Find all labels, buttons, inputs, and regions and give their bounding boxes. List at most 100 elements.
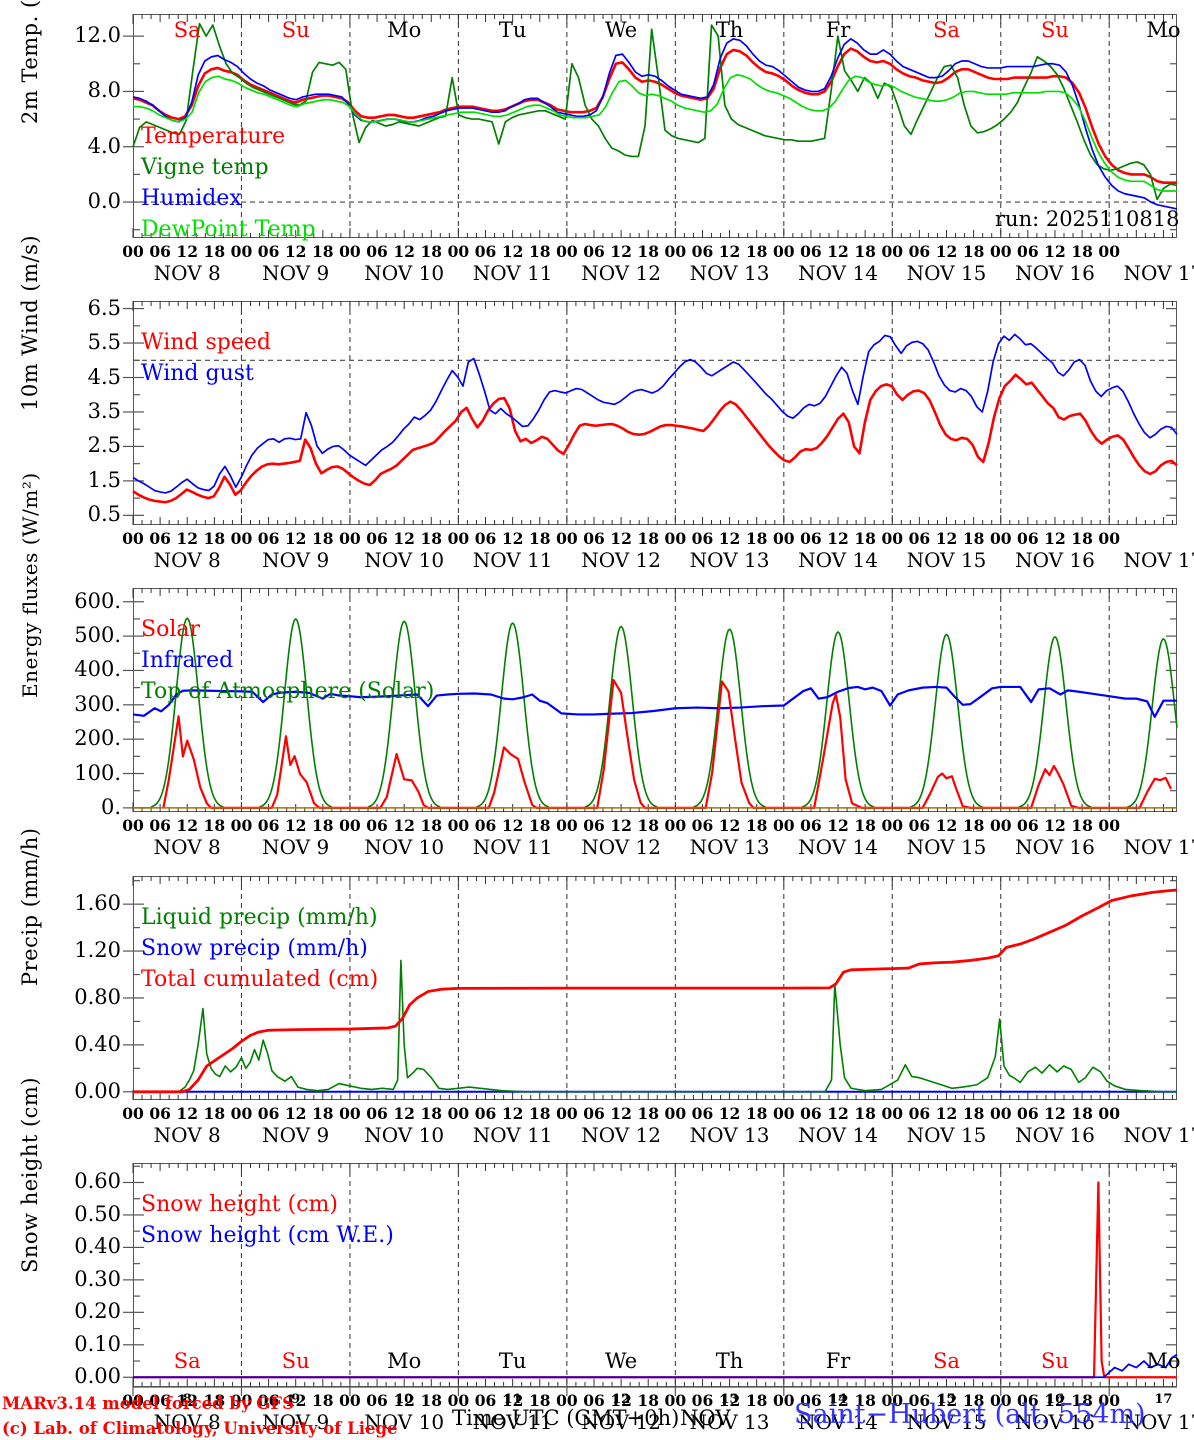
x-hour-label: 00 [1098, 1104, 1120, 1123]
legend-item-precip-1: Snow precip (mm/h) [141, 936, 368, 961]
x-hour-label: 12 [1044, 816, 1066, 835]
y-tick-label-snow_height: 0.30 [74, 1266, 121, 1291]
x-hour-label: 06 [257, 529, 280, 548]
x-hour-label: 18 [962, 529, 985, 548]
day-of-week-label: Sa [933, 1349, 960, 1373]
x-hour-label: 18 [637, 242, 659, 261]
x-hour-label: 18 [745, 1104, 768, 1123]
x-hour-label: 12 [393, 1391, 415, 1410]
x-hour-label: 06 [149, 1391, 171, 1410]
x-hour-label: 12 [935, 816, 958, 835]
x-day-number: 17 [1154, 1392, 1173, 1407]
y-tick-label-temperature: 0.0 [87, 189, 121, 214]
x-hour-label: 12 [501, 1391, 524, 1410]
x-day-label: NOV 11 [472, 548, 553, 572]
x-hour-label: 18 [528, 1391, 551, 1410]
x-hour-label: 00 [122, 816, 144, 835]
x-hour-label: 06 [366, 816, 388, 835]
day-of-week-label: Tu [498, 18, 527, 42]
x-hour-label: 12 [718, 816, 741, 835]
x-hour-label: 12 [393, 816, 415, 835]
x-day-label: NOV 13 [689, 261, 770, 285]
y-tick-label-energy_fluxes: 400. [74, 657, 121, 682]
x-hour-label: 18 [1071, 1391, 1093, 1410]
x-day-label: NOV 15 [906, 548, 987, 572]
y-tick-label-energy_fluxes: 200. [74, 726, 121, 751]
x-day-label: NOV 8 [153, 261, 221, 285]
x-hour-label: 06 [583, 1104, 605, 1123]
x-hour-label: 00 [773, 816, 795, 835]
x-hour-label: 00 [664, 1391, 687, 1410]
x-hour-label: 12 [827, 1391, 849, 1410]
x-day-number: 16 [1045, 1392, 1065, 1407]
x-hour-label: 00 [122, 1391, 144, 1410]
y-tick-label-snow_height: 0.20 [74, 1299, 121, 1324]
x-hour-label: 12 [827, 816, 849, 835]
y-tick-label-wind: 4.5 [87, 364, 121, 389]
x-day-label: NOV 15 [906, 261, 987, 285]
x-hour-label: 00 [447, 816, 470, 835]
x-hour-label: 12 [827, 529, 849, 548]
y-tick-label-snow_height: 0.50 [74, 1201, 121, 1226]
y-tick-label-snow_height: 0.10 [74, 1331, 121, 1356]
x-hour-label: 06 [691, 1391, 714, 1410]
day-of-week-label: Mo [387, 18, 422, 42]
day-of-week-label: Fr [825, 18, 851, 42]
x-day-label: NOV 11 [472, 261, 553, 285]
x-hour-label: 00 [989, 529, 1012, 548]
x-hour-label: 18 [528, 1104, 551, 1123]
time-axis-label: Time UTC (GMT+0h) [452, 1406, 680, 1430]
x-hour-label: 00 [989, 816, 1012, 835]
x-hour-label: 12 [176, 242, 198, 261]
x-hour-label: 00 [556, 529, 578, 548]
x-day-label: NOV 12 [581, 835, 661, 859]
day-of-week-label: Su [281, 1349, 310, 1373]
x-hour-label: 12 [1044, 1104, 1066, 1123]
x-hour-label: 12 [827, 1104, 849, 1123]
x-day-label: NOV 17 [1123, 1410, 1194, 1434]
model-credit-line2: (c) Lab. of Climatology, University of L… [2, 1419, 398, 1438]
x-day-label: NOV 10 [364, 1123, 445, 1147]
x-hour-label: 06 [800, 242, 822, 261]
x-hour-label: 06 [1017, 1391, 1039, 1410]
x-hour-label: 18 [203, 1391, 226, 1410]
x-hour-label: 18 [1071, 1104, 1093, 1123]
plot-svg-precip [123, 876, 1178, 1100]
x-hour-label: 12 [935, 529, 958, 548]
x-hour-label: 06 [908, 242, 931, 261]
x-day-label: NOV 8 [153, 1410, 221, 1434]
x-hour-label: 06 [691, 529, 714, 548]
plot-svg-wind [123, 301, 1178, 525]
x-hour-label: 12 [176, 816, 198, 835]
x-day-label: NOV 12 [581, 261, 661, 285]
x-hour-label: 06 [908, 1104, 931, 1123]
x-day-label: NOV 13 [689, 835, 770, 859]
x-hour-label: 18 [312, 1104, 334, 1123]
x-hour-label: 12 [393, 529, 415, 548]
x-hour-label: 06 [149, 529, 171, 548]
x-hour-label: 18 [637, 529, 659, 548]
x-day-label: NOV 17 [1123, 261, 1194, 285]
x-hour-label: 12 [610, 242, 632, 261]
x-day-number: 13 [720, 1392, 739, 1407]
day-of-week-label: Su [281, 18, 310, 42]
x-hour-label: 06 [800, 529, 822, 548]
x-hour-label: 18 [1071, 816, 1093, 835]
y-tick-label-energy_fluxes: 0. [100, 794, 121, 819]
x-day-label: NOV 10 [364, 1410, 445, 1434]
plot-svg-energy_fluxes [123, 588, 1178, 812]
x-day-label: NOV 15 [906, 835, 987, 859]
x-hour-label: 12 [935, 1104, 958, 1123]
x-hour-label: 06 [366, 1391, 388, 1410]
x-hour-label: 18 [745, 816, 768, 835]
x-hour-label: 12 [501, 242, 524, 261]
x-hour-label: 00 [556, 1391, 578, 1410]
x-day-label: NOV 8 [153, 835, 221, 859]
x-hour-label: 12 [610, 1104, 632, 1123]
x-hour-label: 00 [339, 816, 361, 835]
x-hour-label: 12 [176, 529, 198, 548]
x-day-number: 14 [828, 1392, 848, 1407]
x-hour-label: 12 [284, 1104, 307, 1123]
x-day-label: NOV 9 [262, 548, 330, 572]
plot-svg-temperature [123, 14, 1178, 238]
